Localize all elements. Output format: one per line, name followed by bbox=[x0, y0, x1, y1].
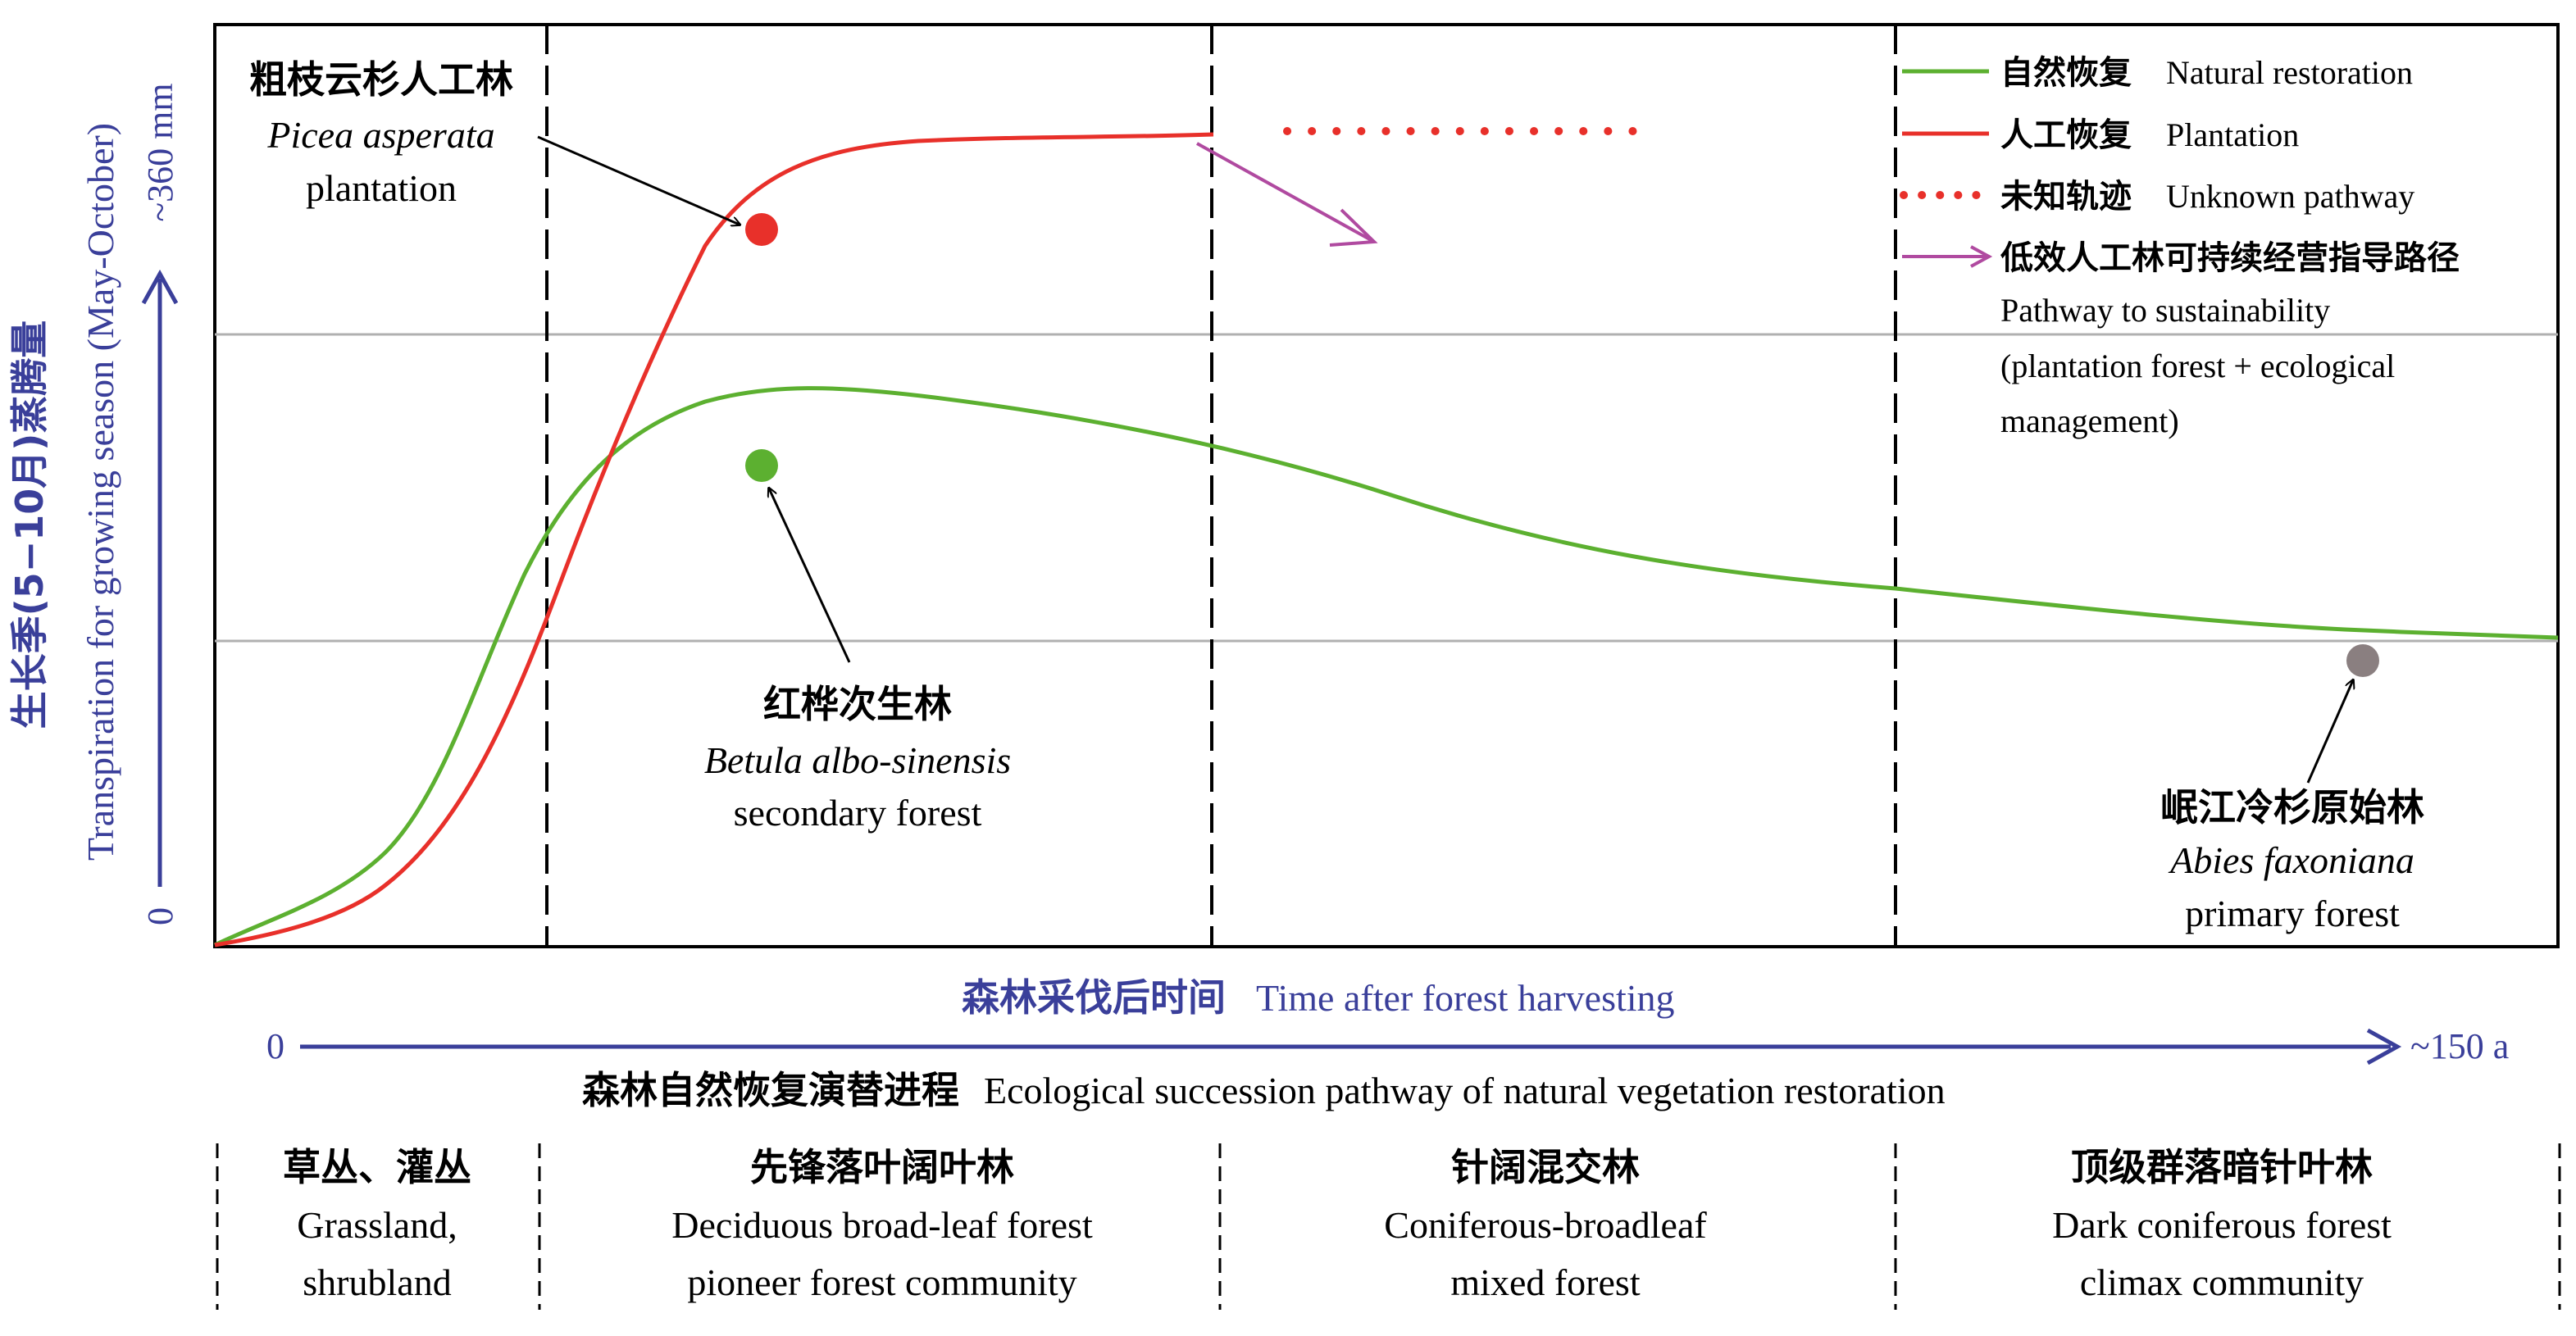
stage-climax-en-2: climax community bbox=[2080, 1261, 2364, 1303]
legend-natural-cn: 自然恢复 bbox=[2000, 54, 2132, 92]
stage-mixed-en-1: Coniferous-broadleaf bbox=[1384, 1204, 1707, 1246]
stage-grassland-en-2: shrubland bbox=[303, 1261, 451, 1303]
stage-mixed-cn: 针阔混交林 bbox=[1451, 1145, 1640, 1189]
stage-pioneer-en-2: pioneer forest community bbox=[687, 1261, 1076, 1303]
stage-grassland-en-1: Grassland, bbox=[297, 1204, 457, 1246]
plantation-label-cn: 粗枝云杉人工林 bbox=[249, 57, 513, 102]
legend-natural-en: Natural restoration bbox=[2166, 54, 2413, 91]
stage-mixed: 针阔混交林 Coniferous-broadleaf mixed forest bbox=[1384, 1145, 1707, 1303]
primary-label-cn: 岷江冷杉原始林 bbox=[2160, 785, 2424, 829]
stage-grassland: 草丛、灌丛 Grassland, shrubland bbox=[283, 1145, 471, 1303]
y-axis-min-label: 0 bbox=[140, 907, 180, 925]
plantation-label-latin: Picea asperata bbox=[266, 114, 494, 156]
y-axis-label-en: Transpiration for growing season (May-Oc… bbox=[80, 123, 121, 861]
stage-climax-en-1: Dark coniferous forest bbox=[2052, 1204, 2392, 1246]
succession-title-en: Ecological succession pathway of natural… bbox=[984, 1070, 1946, 1111]
primary-annotation-arrow bbox=[2306, 680, 2353, 784]
secondary-forest-dot bbox=[745, 449, 778, 482]
legend-pathway-en-3: management) bbox=[2000, 402, 2179, 439]
x-axis-min-label: 0 bbox=[266, 1026, 284, 1066]
plantation-curve bbox=[214, 132, 1214, 947]
x-axis-arrow bbox=[300, 1028, 2402, 1066]
plantation-label-en: plantation bbox=[306, 167, 457, 209]
stage-grassland-cn: 草丛、灌丛 bbox=[283, 1145, 471, 1189]
y-axis-arrow bbox=[141, 269, 179, 887]
primary-label-latin: Abies faxoniana bbox=[2168, 839, 2414, 881]
sustainability-pathway-arrow bbox=[1196, 142, 1378, 247]
legend-plantation-cn: 人工恢复 bbox=[2000, 116, 2132, 154]
legend-pathway-en-1: Pathway to sustainability bbox=[2000, 292, 2330, 329]
secondary-label-cn: 红桦次生林 bbox=[763, 682, 952, 726]
legend-pathway-cn: 低效人工林可持续经营指导路径 bbox=[2000, 239, 2460, 277]
legend-unknown-en: Unknown pathway bbox=[2166, 178, 2414, 215]
plot-frame bbox=[213, 23, 2560, 948]
stage-mixed-en-2: mixed forest bbox=[1450, 1261, 1640, 1303]
secondary-label-latin: Betula albo-sinensis bbox=[704, 739, 1011, 781]
secondary-label-en: secondary forest bbox=[734, 792, 982, 834]
plantation-annotation-arrow bbox=[537, 135, 740, 225]
x-axis-label-en: Time after forest harvesting bbox=[1256, 977, 1675, 1019]
primary-label-en: primary forest bbox=[2185, 893, 2400, 934]
stage-climax: 顶级群落暗针叶林 Dark coniferous forest climax c… bbox=[2052, 1145, 2392, 1303]
legend-pathway-en-2: (plantation forest + ecological bbox=[2000, 348, 2395, 384]
stage-pioneer-cn: 先锋落叶阔叶林 bbox=[750, 1145, 1014, 1189]
legend-unknown-cn: 未知轨迹 bbox=[2000, 178, 2132, 216]
y-axis-label-cn: 生长季(5−10月)蒸腾量 bbox=[7, 320, 52, 729]
legend-pathway-swatch bbox=[1902, 245, 1993, 268]
stage-climax-cn: 顶级群落暗针叶林 bbox=[2071, 1145, 2373, 1189]
x-axis-max-label: ~150 a bbox=[2410, 1026, 2509, 1066]
stage-pioneer-en-1: Deciduous broad-leaf forest bbox=[671, 1204, 1093, 1246]
primary-forest-dot bbox=[2346, 644, 2379, 677]
x-axis-label-cn: 森林采伐后时间 bbox=[962, 975, 1226, 1020]
legend: 自然恢复 Natural restoration 人工恢复 Plantation… bbox=[1900, 54, 2460, 439]
succession-title-cn: 森林自然恢复演替进程 bbox=[582, 1068, 959, 1112]
natural-restoration-curve bbox=[213, 386, 2559, 947]
plantation-dot bbox=[745, 213, 778, 246]
stage-pioneer: 先锋落叶阔叶林 Deciduous broad-leaf forest pion… bbox=[671, 1145, 1093, 1303]
legend-plantation-en: Plantation bbox=[2166, 116, 2299, 153]
secondary-annotation-arrow bbox=[769, 489, 851, 663]
y-axis-max-label: ~360 mm bbox=[140, 83, 180, 221]
